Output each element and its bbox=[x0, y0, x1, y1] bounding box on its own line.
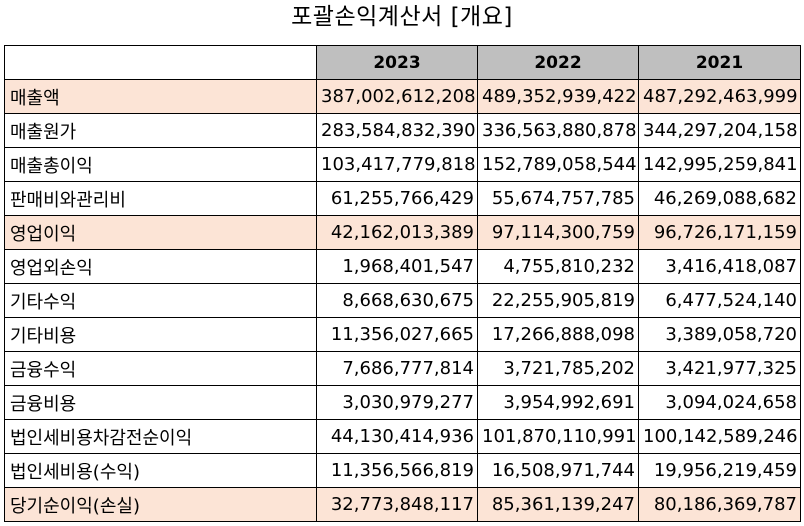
table-row: 법인세비용(수익) 11,356,566,819 16,508,971,744 19,… bbox=[4, 453, 801, 488]
value-cell-2023: 32,773,848,117 bbox=[316, 487, 478, 522]
table-title: 포괄손익계산서 [개요] bbox=[291, 4, 513, 30]
value-cell-2021: 3,094,024,658 bbox=[638, 385, 801, 420]
table-row: 당기순이익(손실) 32,773,848,117 85,361,139,247 80,… bbox=[4, 487, 801, 522]
income-statement-table: 2023 2022 2021 매출액 387,002,612,208 489,352… bbox=[4, 45, 801, 522]
header-corner-cell bbox=[4, 45, 317, 80]
table-row: 금융수익 7,686,777,814 3,721,785,202 3,421,977,… bbox=[4, 351, 801, 386]
value-cell-2021: 100,142,589,246 bbox=[638, 419, 801, 454]
value-cell-2021: 46,269,088,682 bbox=[638, 181, 801, 216]
value-cell-2022: 97,114,300,759 bbox=[477, 215, 639, 250]
value-cell-2023: 3,030,979,277 bbox=[316, 385, 478, 420]
row-label-cell: 기타수익 bbox=[4, 283, 317, 318]
value-cell-2021: 3,421,977,325 bbox=[638, 351, 801, 386]
value-cell-2022: 101,870,110,991 bbox=[477, 419, 639, 454]
table-row: 법인세비용차감전순이익 44,130,414,936 101,870,110,991… bbox=[4, 419, 801, 454]
column-header-2021: 2021 bbox=[638, 45, 801, 80]
value-cell-2023: 11,356,566,819 bbox=[316, 453, 478, 488]
table-row: 매출총이익 103,417,779,818 152,789,058,544 142,9… bbox=[4, 147, 801, 182]
value-cell-2022: 85,361,139,247 bbox=[477, 487, 639, 522]
value-cell-2021: 19,956,219,459 bbox=[638, 453, 801, 488]
row-label-cell: 기타비용 bbox=[4, 317, 317, 352]
table-row: 금융비용 3,030,979,277 3,954,992,691 3,094,024,… bbox=[4, 385, 801, 420]
row-label-cell: 매출원가 bbox=[4, 113, 317, 148]
header-row: 2023 2022 2021 bbox=[4, 45, 801, 80]
row-label-cell: 영업외손익 bbox=[4, 249, 317, 284]
value-cell-2023: 44,130,414,936 bbox=[316, 419, 478, 454]
column-header-2023: 2023 bbox=[316, 45, 478, 80]
value-cell-2022: 3,954,992,691 bbox=[477, 385, 639, 420]
value-cell-2023: 11,356,027,665 bbox=[316, 317, 478, 352]
table-row: 판매비와관리비 61,255,766,429 55,674,757,785 46,26… bbox=[4, 181, 801, 216]
value-cell-2021: 96,726,171,159 bbox=[638, 215, 801, 250]
row-label-cell: 금융비용 bbox=[4, 385, 317, 420]
value-cell-2021: 6,477,524,140 bbox=[638, 283, 801, 318]
row-label-cell: 판매비와관리비 bbox=[4, 181, 317, 216]
row-label-cell: 법인세비용(수익) bbox=[4, 453, 317, 488]
value-cell-2022: 22,255,905,819 bbox=[477, 283, 639, 318]
table-row: 영업이익 42,162,013,389 97,114,300,759 96,726,1… bbox=[4, 215, 801, 250]
value-cell-2023: 61,255,766,429 bbox=[316, 181, 478, 216]
row-label-cell: 매출액 bbox=[4, 79, 317, 114]
column-header-2022: 2022 bbox=[477, 45, 639, 80]
value-cell-2021: 80,186,369,787 bbox=[638, 487, 801, 522]
row-label-cell: 매출총이익 bbox=[4, 147, 317, 182]
row-label-cell: 법인세비용차감전순이익 bbox=[4, 419, 317, 454]
row-label-cell: 영업이익 bbox=[4, 215, 317, 250]
value-cell-2023: 1,968,401,547 bbox=[316, 249, 478, 284]
value-cell-2023: 7,686,777,814 bbox=[316, 351, 478, 386]
value-cell-2022: 489,352,939,422 bbox=[477, 79, 639, 114]
value-cell-2021: 487,292,463,999 bbox=[638, 79, 801, 114]
value-cell-2021: 142,995,259,841 bbox=[638, 147, 801, 182]
value-cell-2021: 344,297,204,158 bbox=[638, 113, 801, 148]
value-cell-2022: 152,789,058,544 bbox=[477, 147, 639, 182]
table-row: 기타비용 11,356,027,665 17,266,888,098 3,389,05… bbox=[4, 317, 801, 352]
value-cell-2023: 283,584,832,390 bbox=[316, 113, 478, 148]
value-cell-2022: 16,508,971,744 bbox=[477, 453, 639, 488]
table-body: 매출액 387,002,612,208 489,352,939,422 487,292… bbox=[4, 79, 801, 522]
value-cell-2021: 3,389,058,720 bbox=[638, 317, 801, 352]
value-cell-2022: 336,563,880,878 bbox=[477, 113, 639, 148]
value-cell-2021: 3,416,418,087 bbox=[638, 249, 801, 284]
value-cell-2022: 17,266,888,098 bbox=[477, 317, 639, 352]
table-row: 매출원가 283,584,832,390 336,563,880,878 344,29… bbox=[4, 113, 801, 148]
value-cell-2022: 4,755,810,232 bbox=[477, 249, 639, 284]
row-label-cell: 당기순이익(손실) bbox=[4, 487, 317, 522]
value-cell-2022: 55,674,757,785 bbox=[477, 181, 639, 216]
value-cell-2023: 103,417,779,818 bbox=[316, 147, 478, 182]
table-row: 매출액 387,002,612,208 489,352,939,422 487,292… bbox=[4, 79, 801, 114]
value-cell-2022: 3,721,785,202 bbox=[477, 351, 639, 386]
table-row: 영업외손익 1,968,401,547 4,755,810,232 3,416,418… bbox=[4, 249, 801, 284]
row-label-cell: 금융수익 bbox=[4, 351, 317, 386]
table-row: 기타수익 8,668,630,675 22,255,905,819 6,477,524… bbox=[4, 283, 801, 318]
value-cell-2023: 42,162,013,389 bbox=[316, 215, 478, 250]
value-cell-2023: 8,668,630,675 bbox=[316, 283, 478, 318]
value-cell-2023: 387,002,612,208 bbox=[316, 79, 478, 114]
